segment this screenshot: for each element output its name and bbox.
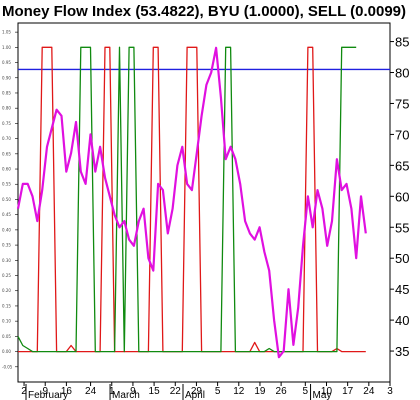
- left-tick-label: 0.70: [2, 136, 11, 141]
- x-tick-label: 26: [276, 386, 288, 397]
- left-tick-label: 0.20: [2, 288, 11, 293]
- right-tick-label: 60: [395, 189, 409, 204]
- x-tick-label: 22: [170, 386, 182, 397]
- left-tick-label: 0.25: [2, 273, 11, 278]
- x-tick-label: 5: [215, 386, 221, 397]
- right-tick-label: 40: [395, 313, 409, 328]
- left-tick-label: 0.85: [2, 90, 11, 95]
- x-tick-label: 29: [191, 386, 203, 397]
- x-tick-label: 16: [61, 386, 73, 397]
- x-tick-label: 3: [387, 386, 393, 397]
- left-tick-label: 0.10: [2, 319, 11, 324]
- left-tick-label: 0.00: [2, 349, 11, 354]
- x-tick-label: 15: [149, 386, 161, 397]
- x-tick-label: 24: [85, 386, 97, 397]
- x-tick-label: 10: [321, 386, 333, 397]
- x-tick-label: 9: [42, 386, 48, 397]
- left-tick-label: 1.00: [2, 45, 11, 50]
- left-tick-label: 0.45: [2, 212, 11, 217]
- left-tick-label: 0.90: [2, 75, 11, 80]
- left-tick-label: 0.15: [2, 303, 11, 308]
- month-label: February: [28, 390, 68, 400]
- right-tick-label: 70: [395, 127, 409, 142]
- x-tick-label: 1: [109, 386, 115, 397]
- chart-title: Money Flow Index (53.4822), BYU (1.0000)…: [2, 3, 406, 20]
- right-tick-label: 55: [395, 220, 409, 235]
- left-tick-label: 0.35: [2, 243, 11, 248]
- month-label: May: [313, 390, 332, 400]
- left-tick-label: 0.80: [2, 106, 11, 111]
- x-tick-label: 24: [363, 386, 375, 397]
- month-label: April: [185, 390, 205, 400]
- left-tick-label: 0.40: [2, 227, 11, 232]
- right-tick-label: 85: [395, 35, 409, 50]
- right-tick-label: 65: [395, 158, 409, 173]
- right-tick-label: 75: [395, 96, 409, 111]
- left-tick-label: 0.55: [2, 182, 11, 187]
- right-tick-label: 50: [395, 251, 409, 266]
- left-tick-label: 0.65: [2, 151, 11, 156]
- left-tick-label: 0.60: [2, 167, 11, 172]
- x-tick-label: 17: [342, 386, 354, 397]
- left-tick-label: 0.95: [2, 60, 11, 65]
- left-tick-label: 0.75: [2, 121, 11, 126]
- left-tick-label: 0.30: [2, 258, 11, 263]
- left-tick-label: 1.05: [2, 30, 11, 35]
- left-tick-label: 0.05: [2, 334, 11, 339]
- month-label: March: [112, 390, 140, 400]
- x-tick-label: 19: [254, 386, 266, 397]
- x-tick-label: 5: [303, 386, 309, 397]
- x-tick-label: 12: [233, 386, 245, 397]
- left-tick-label: 0.50: [2, 197, 11, 202]
- left-tick-label: -0.05: [2, 364, 13, 369]
- x-tick-label: 9: [130, 386, 136, 397]
- right-tick-label: 35: [395, 344, 409, 359]
- right-tick-label: 45: [395, 282, 409, 297]
- right-tick-label: 80: [395, 66, 409, 81]
- x-tick-label: 2: [21, 386, 27, 397]
